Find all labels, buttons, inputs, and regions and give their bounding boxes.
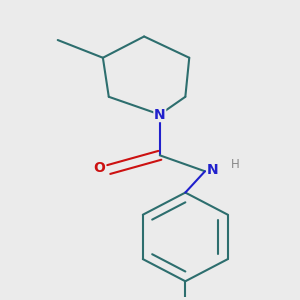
Text: N: N — [207, 163, 219, 176]
Text: O: O — [93, 161, 105, 175]
Text: N: N — [154, 107, 166, 122]
Text: H: H — [230, 158, 239, 171]
